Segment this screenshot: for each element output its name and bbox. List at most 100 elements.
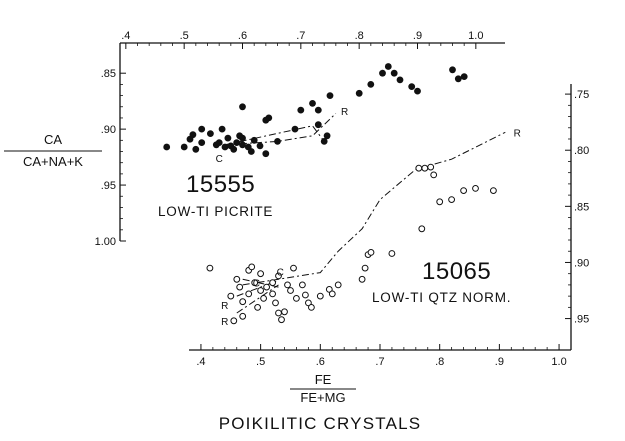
lower-data-point — [316, 292, 324, 300]
upper-data-point — [355, 89, 363, 97]
upper-data-point — [396, 76, 404, 84]
lower-data-point — [299, 281, 306, 289]
lower-data-point — [427, 163, 435, 171]
lower-data-point — [257, 287, 265, 294]
upper-data-point — [297, 106, 305, 114]
lower-data-point — [269, 279, 277, 287]
lower-sample-description: LOW-TI QTZ NORM. — [372, 290, 511, 305]
upper-trend-line — [224, 113, 337, 146]
lower-sample-number: 15065 — [422, 258, 491, 285]
lower-data-point — [334, 281, 342, 289]
upper-data-point — [198, 139, 206, 147]
upper-sample-description: LOW-TI PICRITE — [158, 204, 273, 219]
lower-data-point — [206, 264, 214, 272]
upper-y-tick-label: .85 — [101, 68, 116, 80]
upper-data-point — [291, 125, 299, 133]
upper-data-point — [408, 83, 416, 90]
upper-y-tick-label: .95 — [101, 180, 116, 192]
lower-data-point — [281, 308, 288, 316]
lower-data-point — [293, 295, 300, 302]
upper-data-point — [454, 75, 462, 83]
lower-data-point — [239, 298, 247, 306]
labels-layer: 15555 LOW-TI PICRITE 15065 LOW-TI QTZ NO… — [23, 30, 589, 433]
upper-annotation-label: R — [341, 107, 348, 118]
upper-data-point — [230, 145, 238, 153]
upper-data-point — [390, 69, 398, 77]
upper-data-point — [180, 143, 188, 151]
lower-annotation-label: C — [277, 267, 284, 278]
lower-data-point — [260, 295, 268, 302]
lower-trend-line — [242, 131, 506, 286]
lower-x-tick-label: .8 — [435, 356, 444, 368]
upper-x-tick-label: .4 — [121, 30, 130, 42]
lower-y-tick-label: .75 — [574, 89, 589, 101]
lower-data-point — [430, 171, 438, 179]
lower-data-point — [328, 290, 336, 298]
lower-x-tick-label: .7 — [375, 356, 384, 368]
lower-data-point — [472, 185, 479, 192]
upper-data-point — [192, 145, 200, 153]
lower-y-tick-label: .80 — [574, 145, 589, 157]
upper-x-tick-label: 1.0 — [468, 30, 483, 42]
upper-data-point — [250, 136, 258, 144]
lower-data-point — [284, 281, 291, 289]
upper-data-point — [224, 134, 232, 142]
lower-y-tick-label: .85 — [574, 201, 589, 213]
lower-data-point — [227, 292, 235, 300]
upper-data-point — [274, 138, 281, 145]
upper-data-point — [239, 134, 246, 142]
lower-data-point — [436, 198, 444, 206]
lower-data-point — [245, 290, 253, 298]
lower-trend-line — [236, 284, 279, 314]
lower-data-point — [239, 312, 247, 320]
upper-data-point — [449, 66, 456, 74]
y-label-numerator: CA — [44, 132, 62, 147]
upper-data-point — [239, 141, 246, 149]
lower-data-point — [275, 309, 282, 317]
upper-x-tick-label: .6 — [238, 30, 247, 42]
lower-data-point — [275, 272, 282, 280]
upper-data-point — [314, 106, 322, 114]
upper-data-point — [460, 73, 468, 80]
upper-annotation-label: C — [216, 154, 223, 165]
lower-annotation-label: C — [253, 279, 260, 290]
upper-data-point — [189, 131, 197, 139]
x-label-numerator: FE — [315, 372, 332, 387]
lower-data-point — [269, 290, 277, 298]
upper-data-point — [215, 139, 223, 147]
lower-x-tick-label: .9 — [495, 356, 504, 368]
lower-data-point — [361, 264, 369, 272]
lower-data-point — [418, 225, 426, 233]
lower-annotation-label: R — [514, 128, 521, 139]
upper-data-point — [320, 138, 328, 145]
lower-data-point — [254, 304, 262, 311]
lower-data-point — [415, 164, 423, 172]
lower-data-point — [358, 275, 366, 283]
upper-y-tick-label: 1.00 — [95, 236, 116, 248]
lower-y-tick-label: .90 — [574, 257, 589, 269]
upper-data-point — [414, 87, 421, 95]
upper-data-point — [367, 81, 375, 88]
lower-x-tick-label: 1.0 — [551, 356, 566, 368]
lower-data-point — [308, 304, 315, 311]
upper-data-point — [207, 130, 214, 138]
lower-data-point — [305, 299, 312, 307]
upper-data-point — [198, 125, 206, 133]
points-layer — [163, 63, 497, 325]
lower-x-tick-label: .4 — [196, 356, 205, 368]
x-label-denominator: FE+MG — [300, 390, 345, 405]
lower-x-tick-label: .6 — [316, 356, 325, 368]
upper-data-point — [163, 143, 171, 151]
lower-data-point — [490, 187, 497, 195]
lower-annotation-label: R — [221, 317, 228, 328]
upper-data-point — [247, 148, 255, 155]
upper-x-tick-label: .8 — [355, 30, 364, 42]
upper-data-point — [239, 103, 246, 111]
lower-data-point — [272, 299, 279, 307]
upper-x-tick-label: .5 — [180, 30, 189, 42]
lower-data-point — [287, 287, 294, 294]
lower-data-point — [448, 196, 456, 204]
lower-data-point — [233, 275, 241, 283]
lower-annotation-label: R — [221, 301, 228, 312]
upper-data-point — [256, 142, 264, 150]
